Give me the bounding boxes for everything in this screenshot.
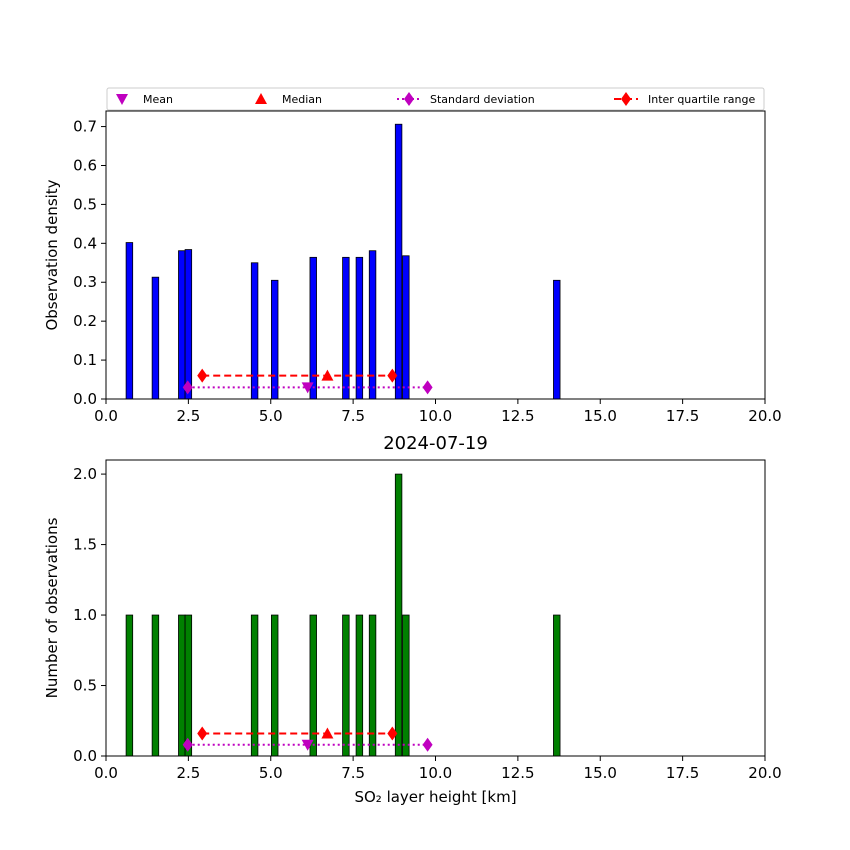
top-histogram-panel: 0.0 2.5 5.0 7.5 10.0 12.5 15.0 17.5 20.0 0.0 0.1 0.… (43, 110, 782, 425)
top-y-tick-label: 0.6 (73, 156, 97, 174)
bottom-x-tick-label: 0.0 (94, 764, 118, 782)
bottom-y-tick-label: 1.5 (73, 536, 97, 554)
top-x-tick-label: 15.0 (584, 407, 617, 425)
bottom-x-tick-label: 12.5 (501, 764, 534, 782)
bottom-std-high-marker (422, 737, 433, 752)
top-x-tick-label: 12.5 (501, 407, 534, 425)
bottom-median-marker (321, 727, 334, 739)
top-bar (394, 123, 403, 400)
top-bar (355, 256, 364, 400)
bottom-x-tick-label: 20.0 (748, 764, 781, 782)
top-y-axis-label: Observation density (43, 179, 61, 330)
top-bar (125, 242, 134, 400)
top-bar (368, 250, 377, 400)
top-x-tick-label: 17.5 (666, 407, 699, 425)
bottom-iqr-high-marker (387, 726, 398, 741)
top-bar (271, 279, 279, 400)
top-std-high-marker (422, 380, 433, 395)
top-y-tick-label: 0.5 (73, 195, 97, 213)
top-x-tick-label: 7.5 (341, 407, 365, 425)
bottom-bar (184, 614, 193, 757)
bottom-x-tick-label: 15.0 (584, 764, 617, 782)
bottom-bar (178, 614, 186, 757)
bottom-bar (402, 614, 410, 757)
top-y-tick-label: 0.7 (73, 118, 97, 136)
bottom-y-axis-label: Number of observations (43, 517, 61, 698)
top-x-tick-label: 10.0 (419, 407, 452, 425)
top-bar (553, 279, 561, 400)
bottom-bar (394, 473, 403, 757)
bottom-chart-title: 2024-07-19 (383, 433, 488, 454)
bottom-x-axis-label: SO₂ layer height [km] (354, 788, 516, 806)
legend-marker (255, 93, 267, 104)
top-y-tick-label: 0.3 (73, 273, 97, 291)
top-bar (151, 276, 160, 400)
bottom-x-tick-label: 2.5 (176, 764, 200, 782)
legend-box (106, 87, 765, 111)
legend-label: Inter quartile range (648, 93, 755, 106)
legend-label: Median (282, 93, 322, 106)
bottom-y-tick-label: 1.0 (73, 606, 97, 624)
bottom-bar (250, 614, 259, 757)
top-y-tick-label: 0.0 (73, 390, 97, 408)
bottom-bar (355, 614, 364, 757)
top-bar (402, 255, 410, 400)
legend-label: Standard deviation (430, 93, 535, 106)
legend-marker (621, 92, 631, 106)
top-x-tick-label: 0.0 (94, 407, 118, 425)
bottom-std-low-marker (182, 737, 193, 752)
bottom-mean-marker (301, 739, 314, 751)
top-x-tick-label: 2.5 (176, 407, 200, 425)
legend-marker (404, 92, 414, 106)
top-iqr-low-marker (197, 368, 208, 383)
top-bar (184, 249, 193, 400)
top-y-tick-label: 0.4 (73, 234, 97, 252)
bottom-x-tick-label: 10.0 (419, 764, 452, 782)
bottom-bar (553, 614, 561, 757)
top-iqr-high-marker (387, 368, 398, 383)
top-y-tick-label: 0.1 (73, 351, 97, 369)
bottom-x-tick-label: 5.0 (259, 764, 283, 782)
bottom-bar (368, 614, 377, 757)
bottom-y-tick-label: 0.0 (73, 747, 97, 765)
legend: Mean Median Standard deviation Inter quarti… (106, 87, 765, 111)
bottom-bar (309, 614, 317, 757)
bottom-bar (342, 614, 350, 757)
bottom-iqr-low-marker (197, 726, 208, 741)
top-bar (309, 256, 317, 400)
top-x-tick-label: 5.0 (259, 407, 283, 425)
bottom-y-tick-label: 0.5 (73, 677, 97, 695)
bottom-bar (151, 614, 160, 757)
top-mean-marker (301, 382, 314, 394)
top-y-tick-label: 0.2 (73, 312, 97, 330)
top-median-marker (321, 369, 334, 381)
bottom-x-tick-label: 17.5 (666, 764, 699, 782)
bottom-x-tick-label: 7.5 (341, 764, 365, 782)
legend-marker (116, 94, 128, 105)
top-bar (342, 256, 350, 400)
bottom-bar (125, 614, 134, 757)
bottom-bar (271, 614, 279, 757)
bottom-y-tick-label: 2.0 (73, 465, 97, 483)
top-std-low-marker (182, 380, 193, 395)
legend-label: Mean (143, 93, 173, 106)
top-x-tick-label: 20.0 (748, 407, 781, 425)
top-bar (178, 250, 186, 400)
top-bar (250, 262, 259, 400)
bottom-histogram-panel: 0.0 2.5 5.0 7.5 10.0 12.5 15.0 17.5 20.0 0.0 0.5 1.… (43, 433, 782, 806)
